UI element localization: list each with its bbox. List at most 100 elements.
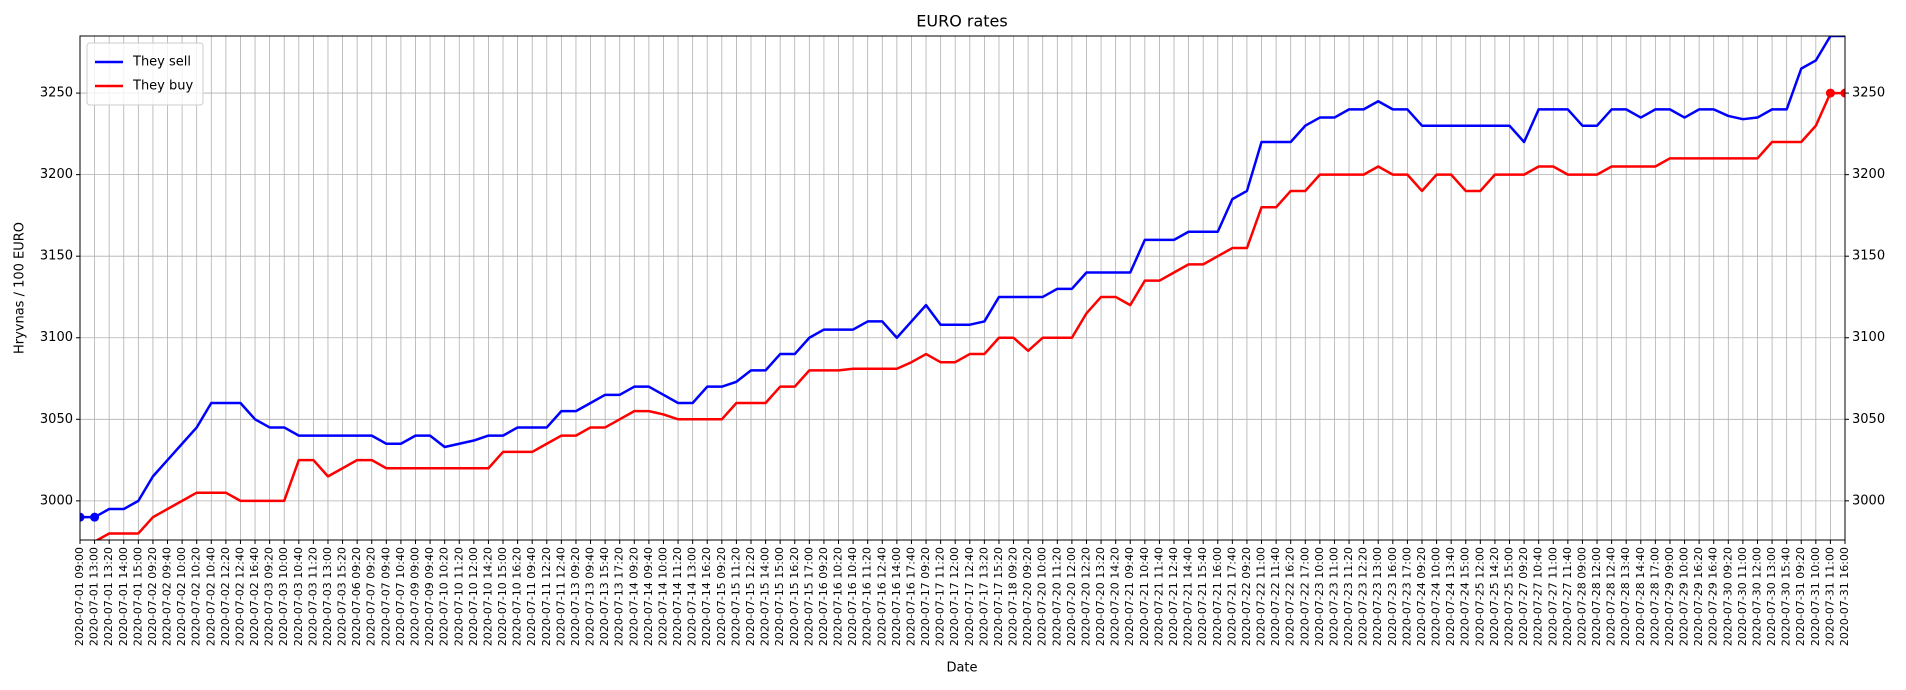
x-tick-label: 2020-07-14 13:00 [686, 547, 699, 646]
x-tick-label: 2020-07-20 12:00 [1065, 547, 1078, 646]
x-tick-label: 2020-07-27 10:40 [1532, 547, 1545, 646]
x-tick-label: 2020-07-16 14:00 [890, 547, 903, 646]
x-tick-label: 2020-07-28 12:00 [1590, 547, 1603, 646]
x-tick-label: 2020-07-03 10:00 [277, 547, 290, 646]
x-tick-label: 2020-07-15 15:00 [773, 547, 786, 646]
x-tick-label: 2020-07-16 10:40 [846, 547, 859, 646]
x-tick-label: 2020-07-27 11:00 [1546, 547, 1559, 646]
x-tick-label: 2020-07-23 11:20 [1342, 547, 1355, 646]
x-tick-label: 2020-07-21 09:40 [1123, 547, 1136, 646]
x-tick-label: 2020-07-25 12:00 [1473, 547, 1486, 646]
x-tick-label: 2020-07-30 13:00 [1765, 547, 1778, 646]
x-tick-label: 2020-07-10 15:00 [496, 547, 509, 646]
x-tick-label: 2020-07-07 09:20 [365, 547, 378, 646]
x-tick-label: 2020-07-29 16:40 [1707, 547, 1720, 646]
x-tick-label: 2020-07-10 10:20 [438, 547, 451, 646]
x-tick-label: 2020-07-10 12:00 [467, 547, 480, 646]
x-tick-label: 2020-07-20 13:20 [1094, 547, 1107, 646]
x-tick-label: 2020-07-14 11:20 [671, 547, 684, 646]
x-tick-label: 2020-07-23 11:00 [1327, 547, 1340, 646]
x-tick-label: 2020-07-24 09:20 [1415, 547, 1428, 646]
x-tick-label: 2020-07-02 12:40 [233, 547, 246, 646]
x-tick-label: 2020-07-29 09:00 [1663, 547, 1676, 646]
x-tick-label: 2020-07-10 14:20 [481, 547, 494, 646]
x-tick-label: 2020-07-21 15:40 [1196, 547, 1209, 646]
y-tick-label: 3150 [40, 249, 73, 264]
x-tick-label: 2020-07-15 17:00 [802, 547, 815, 646]
x-tick-label: 2020-07-23 13:00 [1371, 547, 1384, 646]
x-tick-label: 2020-07-30 12:00 [1750, 547, 1763, 646]
x-tick-label: 2020-07-21 14:40 [1182, 547, 1195, 646]
x-tick-label: 2020-07-20 09:20 [1021, 547, 1034, 646]
x-tick-label: 2020-07-28 17:00 [1648, 547, 1661, 646]
x-tick-label: 2020-07-22 11:00 [1255, 547, 1268, 646]
x-tick-label: 2020-07-09 09:00 [408, 547, 421, 646]
marker [1825, 88, 1835, 98]
x-tick-label: 2020-07-28 12:40 [1605, 547, 1618, 646]
x-tick-label: 2020-07-30 09:20 [1721, 547, 1734, 646]
x-tick-label: 2020-07-11 09:40 [525, 547, 538, 646]
x-tick-label: 2020-07-29 10:00 [1678, 547, 1691, 646]
x-tick-label: 2020-07-23 16:00 [1386, 547, 1399, 646]
x-tick-label: 2020-07-02 10:20 [190, 547, 203, 646]
x-tick-label: 2020-07-17 15:20 [992, 547, 1005, 646]
x-tick-label: 2020-07-02 09:20 [146, 547, 159, 646]
x-tick-label: 2020-07-01 13:00 [88, 547, 101, 646]
marker [90, 512, 100, 522]
x-tick-label: 2020-07-21 16:00 [1211, 547, 1224, 646]
x-axis-label: Date [946, 661, 977, 676]
x-tick-label: 2020-07-14 10:00 [656, 547, 669, 646]
x-tick-label: 2020-07-09 09:40 [423, 547, 436, 646]
x-tick-label: 2020-07-07 10:40 [394, 547, 407, 646]
x-tick-label: 2020-07-16 17:40 [904, 547, 917, 646]
x-tick-label: 2020-07-21 11:40 [1152, 547, 1165, 646]
x-tick-label: 2020-07-14 09:40 [642, 547, 655, 646]
x-tick-label: 2020-07-01 14:00 [117, 547, 130, 646]
x-tick-label: 2020-07-23 17:00 [1400, 547, 1413, 646]
legend: They sell They buy [86, 42, 204, 106]
x-tick-label: 2020-07-23 12:20 [1357, 547, 1370, 646]
x-tick-label: 2020-07-28 09:00 [1575, 547, 1588, 646]
x-tick-label: 2020-07-22 17:00 [1298, 547, 1311, 646]
y-tick-label: 3200 [1852, 167, 1885, 182]
x-tick-label: 2020-07-20 12:20 [1079, 547, 1092, 646]
y-tick-label: 3150 [1852, 249, 1885, 264]
x-tick-label: 2020-07-07 09:40 [379, 547, 392, 646]
x-tick-label: 2020-07-01 13:20 [102, 547, 115, 646]
x-tick-label: 2020-07-01 09:00 [73, 547, 86, 646]
x-tick-label: 2020-07-17 12:00 [948, 547, 961, 646]
x-tick-label: 2020-07-15 09:20 [715, 547, 728, 646]
x-tick-label: 2020-07-20 10:00 [1036, 547, 1049, 646]
x-tick-label: 2020-07-02 16:40 [248, 547, 261, 646]
x-tick-label: 2020-07-15 11:20 [729, 547, 742, 646]
x-tick-label: 2020-07-16 11:20 [861, 547, 874, 646]
x-tick-label: 2020-07-01 15:00 [131, 547, 144, 646]
x-tick-label: 2020-07-14 16:20 [700, 547, 713, 646]
y-tick-label: 3050 [1852, 412, 1885, 427]
x-tick-label: 2020-07-03 10:40 [292, 547, 305, 646]
x-tick-label: 2020-07-27 11:40 [1561, 547, 1574, 646]
y-tick-label: 3000 [40, 493, 73, 508]
x-tick-label: 2020-07-16 12:40 [875, 547, 888, 646]
x-tick-label: 2020-07-03 13:00 [321, 547, 334, 646]
x-tick-label: 2020-07-31 11:00 [1823, 547, 1836, 646]
x-tick-label: 2020-07-15 16:20 [788, 547, 801, 646]
legend-label: They buy [132, 79, 193, 94]
legend-label: They sell [132, 55, 191, 70]
x-tick-label: 2020-07-03 09:20 [263, 547, 276, 646]
x-tick-label: 2020-07-24 10:00 [1430, 547, 1443, 646]
x-tick-label: 2020-07-23 10:00 [1313, 547, 1326, 646]
y-tick-label: 3000 [1852, 493, 1885, 508]
marker [80, 512, 85, 522]
x-tick-label: 2020-07-16 10:20 [832, 547, 845, 646]
x-tick-label: 2020-07-30 11:00 [1736, 547, 1749, 646]
x-tick-label: 2020-07-29 16:20 [1692, 547, 1705, 646]
x-tick-label: 2020-07-22 09:20 [1240, 547, 1253, 646]
x-tick-label: 2020-07-22 16:20 [1284, 547, 1297, 646]
x-tick-label: 2020-07-13 17:20 [613, 547, 626, 646]
x-tick-label: 2020-07-13 09:20 [569, 547, 582, 646]
x-tick-label: 2020-07-02 10:00 [175, 547, 188, 646]
x-tick-label: 2020-07-15 12:20 [744, 547, 757, 646]
x-tick-label: 2020-07-16 09:20 [817, 547, 830, 646]
x-tick-label: 2020-07-13 15:40 [598, 547, 611, 646]
